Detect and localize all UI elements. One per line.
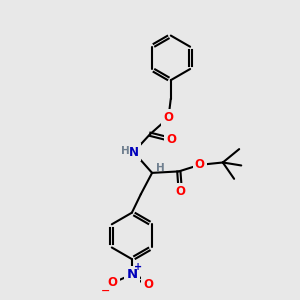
Text: O: O <box>108 276 118 290</box>
Text: O: O <box>195 158 205 171</box>
Text: N: N <box>126 268 137 281</box>
Text: O: O <box>143 278 153 290</box>
Text: H: H <box>121 146 130 156</box>
Text: O: O <box>164 111 173 124</box>
Text: O: O <box>167 133 176 146</box>
Text: −: − <box>100 286 110 296</box>
Text: O: O <box>175 185 185 198</box>
Text: N: N <box>129 146 139 159</box>
Text: H: H <box>156 164 165 173</box>
Text: +: + <box>134 262 142 272</box>
